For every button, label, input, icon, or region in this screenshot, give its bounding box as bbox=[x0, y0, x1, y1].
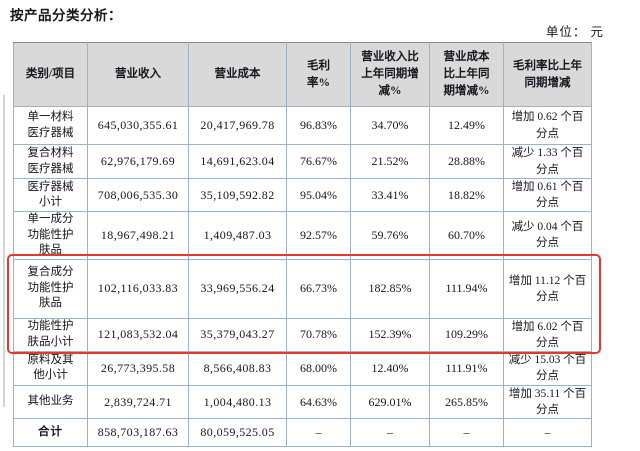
cell-revenue: 18,967,498.21 bbox=[87, 211, 189, 260]
table-row: 功能性护肤品小计 121,083,532.04 35,379,043.27 70… bbox=[13, 317, 592, 352]
cell-cost: 1,004,480.13 bbox=[188, 384, 287, 420]
cell-revenue: 858,703,187.63 bbox=[87, 418, 189, 448]
cell-category: 其他业务 bbox=[13, 384, 88, 420]
table-row: 复合材料医疗器械 62,976,179.69 14,691,623.04 76.… bbox=[13, 144, 592, 179]
cell-cost-yoy: 111.91% bbox=[429, 350, 504, 386]
column-header: 营业收入比上年同期增减% bbox=[350, 42, 430, 107]
cell-cost: 35,109,592.82 bbox=[188, 177, 287, 213]
cell-cost-yoy: 28.88% bbox=[429, 144, 504, 179]
cell-revenue: 62,976,179.69 bbox=[87, 144, 189, 179]
cell-margin-yoy: 增加 0.62 个百分点 bbox=[503, 106, 592, 145]
cell-revenue: 26,773,395.58 bbox=[87, 350, 189, 386]
cell-category: 复合材料医疗器械 bbox=[13, 144, 88, 179]
cell-revenue-yoy: 182.85% bbox=[350, 258, 430, 319]
cell-revenue-yoy: 12.40% bbox=[350, 350, 430, 386]
product-category-table: 类别/项目 营业收入 营业成本 毛利率% 营业收入比上年同期增减% 营业成本比上年同期增减… bbox=[13, 42, 592, 448]
cell-gross-margin: 70.78% bbox=[286, 317, 351, 352]
cell-gross-margin: – bbox=[286, 418, 351, 448]
column-header: 营业成本比上年同期增减% bbox=[429, 42, 504, 107]
table-row: 单一材料医疗器械 645,030,355.61 20,417,969.78 96… bbox=[13, 106, 592, 145]
cell-cost-yoy: 12.49% bbox=[429, 106, 504, 145]
table-row: 其他业务 2,839,724.71 1,004,480.13 64.63% 62… bbox=[13, 384, 592, 420]
cell-revenue: 102,116,033.83 bbox=[87, 258, 189, 319]
cell-cost-yoy: 18.82% bbox=[429, 177, 504, 213]
column-header: 毛利率比上年同期增减 bbox=[503, 42, 592, 107]
cell-revenue-yoy: 152.39% bbox=[350, 317, 430, 352]
column-header: 类别/项目 bbox=[13, 42, 88, 107]
cell-revenue: 645,030,355.61 bbox=[87, 106, 189, 145]
cell-gross-margin: 95.04% bbox=[286, 177, 351, 213]
cell-cost: 8,566,408.83 bbox=[188, 350, 287, 386]
cell-cost-yoy: 109.29% bbox=[429, 317, 504, 352]
cell-category: 原料及其他小计 bbox=[13, 350, 88, 386]
cell-revenue: 2,839,724.71 bbox=[87, 384, 189, 420]
unit-label: 单位： 元 bbox=[545, 25, 604, 39]
cell-revenue-yoy: 34.70% bbox=[350, 106, 430, 145]
column-header: 营业收入 bbox=[87, 42, 189, 107]
cell-category: 单一材料医疗器械 bbox=[13, 106, 88, 145]
column-header: 毛利率% bbox=[286, 42, 351, 107]
cell-category: 合计 bbox=[13, 418, 88, 448]
cell-gross-margin: 96.83% bbox=[286, 106, 351, 145]
cell-margin-yoy: 减少 0.04 个百分点 bbox=[503, 211, 592, 260]
table-row: 复合成分功能性护肤品 102,116,033.83 33,969,556.24 … bbox=[13, 258, 592, 319]
column-header: 营业成本 bbox=[188, 42, 287, 107]
cell-margin-yoy: 增加 6.02 个百分点 bbox=[503, 317, 592, 352]
table-row: 合计 858,703,187.63 80,059,525.05 – – – – bbox=[13, 418, 592, 448]
table-body: 单一材料医疗器械 645,030,355.61 20,417,969.78 96… bbox=[13, 106, 592, 448]
cell-gross-margin: 76.67% bbox=[286, 144, 351, 179]
cell-cost-yoy: 111.94% bbox=[429, 258, 504, 319]
table-row: 单一成分功能性护肤品 18,967,498.21 1,409,487.03 92… bbox=[13, 211, 592, 260]
cell-revenue-yoy: 33.41% bbox=[350, 177, 430, 213]
cell-gross-margin: 68.00% bbox=[286, 350, 351, 386]
cell-margin-yoy: – bbox=[503, 418, 592, 448]
cell-category: 单一成分功能性护肤品 bbox=[13, 211, 88, 260]
cell-margin-yoy: 减少 15.03 个百分点 bbox=[503, 350, 592, 386]
cell-category: 复合成分功能性护肤品 bbox=[13, 258, 88, 319]
cell-revenue-yoy: – bbox=[350, 418, 430, 448]
table-header-row: 类别/项目 营业收入 营业成本 毛利率% 营业收入比上年同期增减% 营业成本比上年同期增减… bbox=[13, 42, 592, 107]
cell-cost: 14,691,623.04 bbox=[188, 144, 287, 179]
cell-cost-yoy: – bbox=[429, 418, 504, 448]
cell-cost: 35,379,043.27 bbox=[188, 317, 287, 352]
cell-cost: 80,059,525.05 bbox=[188, 418, 287, 448]
cell-revenue-yoy: 21.52% bbox=[350, 144, 430, 179]
cell-gross-margin: 66.73% bbox=[286, 258, 351, 319]
cell-margin-yoy: 增加 35.11 个百分点 bbox=[503, 384, 592, 420]
cell-cost-yoy: 60.70% bbox=[429, 211, 504, 260]
table-row: 医疗器械小计 708,006,535.30 35,109,592.82 95.0… bbox=[13, 177, 592, 213]
cell-gross-margin: 64.63% bbox=[286, 384, 351, 420]
cell-cost: 1,409,487.03 bbox=[188, 211, 287, 260]
scan-edge-artifact bbox=[3, 95, 5, 407]
cell-cost: 33,969,556.24 bbox=[188, 258, 287, 319]
cell-cost: 20,417,969.78 bbox=[188, 106, 287, 145]
cell-revenue-yoy: 59.76% bbox=[350, 211, 430, 260]
cell-margin-yoy: 减少 1.33 个百分点 bbox=[503, 144, 592, 179]
cell-margin-yoy: 增加 0.61 个百分点 bbox=[503, 177, 592, 213]
cell-gross-margin: 92.57% bbox=[286, 211, 351, 260]
cell-category: 功能性护肤品小计 bbox=[13, 317, 88, 352]
cell-revenue: 121,083,532.04 bbox=[87, 317, 189, 352]
cell-margin-yoy: 增加 11.12 个百分点 bbox=[503, 258, 592, 319]
cell-cost-yoy: 265.85% bbox=[429, 384, 504, 420]
cell-revenue: 708,006,535.30 bbox=[87, 177, 189, 213]
cell-category: 医疗器械小计 bbox=[13, 177, 88, 213]
cell-revenue-yoy: 629.01% bbox=[350, 384, 430, 420]
section-title: 按产品分类分析： bbox=[10, 8, 122, 23]
table-row: 原料及其他小计 26,773,395.58 8,566,408.83 68.00… bbox=[13, 350, 592, 386]
